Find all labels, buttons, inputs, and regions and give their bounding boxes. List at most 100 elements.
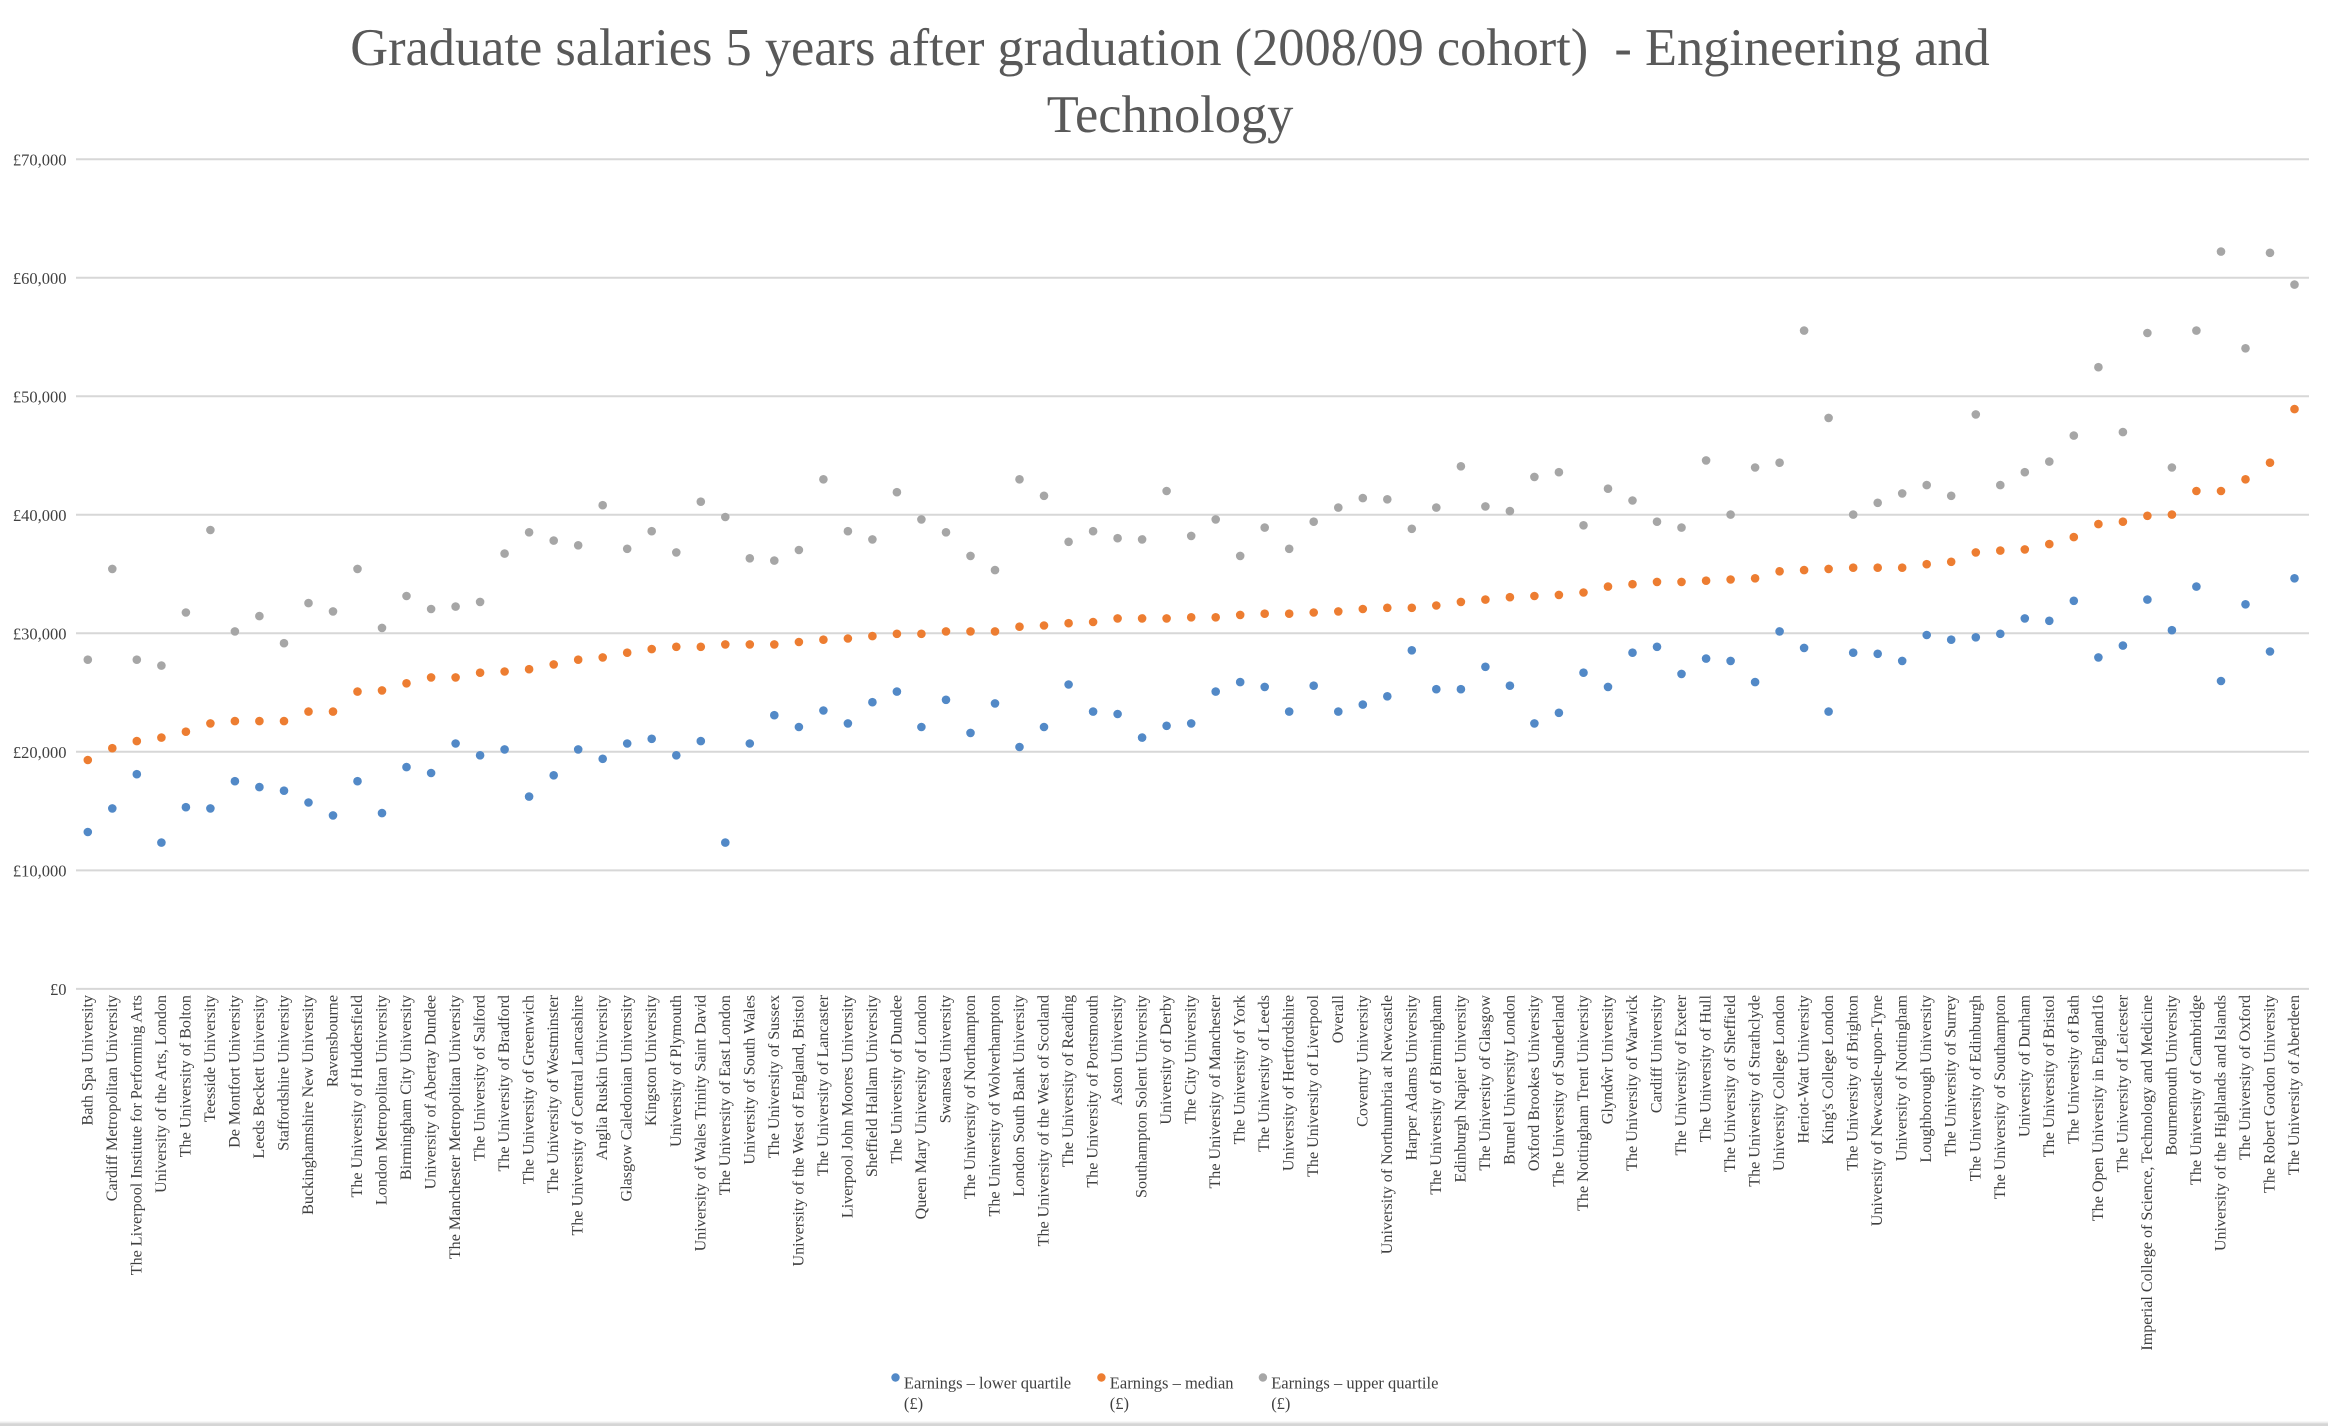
svg-text:The University of Birmingham: The University of Birmingham [1428, 995, 1445, 1195]
svg-text:The University of Southampton: The University of Southampton [1992, 995, 2009, 1199]
svg-text:Edinburgh Napier University: Edinburgh Napier University [1452, 995, 1469, 1182]
svg-text:University of Newcastle-upon-T: University of Newcastle-upon-Tyne [1869, 995, 1886, 1226]
svg-text:The University of Liverpool: The University of Liverpool [1305, 994, 1322, 1176]
svg-text:Queen Mary University of Londo: Queen Mary University of London [913, 995, 930, 1219]
svg-text:The University of Westminster: The University of Westminster [545, 994, 562, 1193]
svg-text:The University of Portsmouth: The University of Portsmouth [1085, 995, 1102, 1188]
svg-text:Overall: Overall [1330, 994, 1347, 1043]
svg-text:The University of Greenwich: The University of Greenwich [521, 995, 538, 1184]
svg-text:The University of Sheffield: The University of Sheffield [1722, 995, 1739, 1172]
svg-text:The University of Manchester: The University of Manchester [1207, 994, 1224, 1188]
svg-text:Earnings – upper quartile: Earnings – upper quartile [1271, 1374, 1438, 1393]
svg-text:Heriot-Watt University: Heriot-Watt University [1796, 995, 1813, 1143]
svg-text:£30,000: £30,000 [13, 625, 67, 644]
svg-text:The University of Bristol: The University of Bristol [2041, 994, 2058, 1157]
svg-text:The University of the West of: The University of the West of Scotland [1036, 995, 1053, 1246]
svg-text:Liverpool John Moores Universi: Liverpool John Moores University [839, 995, 856, 1218]
svg-text:The Robert Gordon University: The Robert Gordon University [2262, 995, 2279, 1193]
svg-text:Glyndŵr University: Glyndŵr University [1600, 995, 1617, 1124]
svg-text:£20,000: £20,000 [13, 743, 67, 762]
svg-text:University College London: University College London [1771, 995, 1788, 1171]
svg-text:Imperial College of Science, T: Imperial College of Science, Technology … [2139, 995, 2156, 1351]
svg-text:The University of Cambridge: The University of Cambridge [2188, 995, 2205, 1185]
svg-text:The University of Central Lanc: The University of Central Lancashire [570, 995, 587, 1235]
svg-text:The University of Leeds: The University of Leeds [1256, 995, 1273, 1152]
svg-text:Brunel University London: Brunel University London [1501, 995, 1518, 1165]
svg-text:Technology: Technology [1047, 86, 1294, 144]
svg-text:Swansea University: Swansea University [938, 995, 955, 1123]
svg-text:The University of Brighton: The University of Brighton [1845, 995, 1862, 1171]
svg-text:Birmingham City University: Birmingham City University [398, 995, 415, 1180]
svg-text:University of Durham: University of Durham [2016, 995, 2033, 1138]
svg-text:£60,000: £60,000 [13, 269, 67, 288]
svg-text:The Liverpool Institute for Pe: The Liverpool Institute for Performing A… [128, 995, 145, 1275]
svg-text:The Manchester Metropolitan Un: The Manchester Metropolitan University [447, 995, 464, 1259]
svg-text:£0: £0 [50, 980, 67, 999]
svg-text:The University of Lancaster: The University of Lancaster [815, 994, 832, 1176]
svg-text:Cardiff University: Cardiff University [1649, 995, 1666, 1113]
svg-text:The University of Sussex: The University of Sussex [766, 995, 783, 1158]
svg-text:London Metropolitan University: London Metropolitan University [374, 995, 391, 1205]
svg-text:£70,000: £70,000 [13, 150, 67, 169]
svg-text:University of Nottingham: University of Nottingham [1894, 995, 1911, 1162]
svg-text:£10,000: £10,000 [13, 862, 67, 881]
svg-text:King's College London: King's College London [1820, 995, 1837, 1145]
svg-text:Staffordshire University: Staffordshire University [276, 995, 293, 1151]
svg-text:Glasgow Caledonian University: Glasgow Caledonian University [619, 995, 636, 1202]
svg-text:The University of Surrey: The University of Surrey [1943, 995, 1960, 1156]
svg-text:Sheffield Hallam University: Sheffield Hallam University [864, 995, 881, 1177]
svg-text:Southampton Solent University: Southampton Solent University [1134, 995, 1151, 1198]
svg-text:University of Derby: University of Derby [1158, 995, 1175, 1125]
svg-text:University of Plymouth: University of Plymouth [668, 995, 685, 1147]
svg-text:The University of York: The University of York [1232, 994, 1249, 1144]
svg-text:Bournemouth University: Bournemouth University [2163, 995, 2180, 1155]
svg-text:The University of Northampton: The University of Northampton [962, 995, 979, 1199]
svg-text:Ravensbourne: Ravensbourne [325, 995, 342, 1087]
svg-text:The University of Huddersfield: The University of Huddersfield [349, 995, 366, 1197]
svg-text:The University of Warwick: The University of Warwick [1624, 994, 1641, 1171]
svg-text:Buckinghamshire New University: Buckinghamshire New University [300, 995, 317, 1215]
svg-text:The University of Glasgow: The University of Glasgow [1477, 995, 1494, 1171]
svg-text:The Nottingham Trent Universit: The Nottingham Trent University [1575, 995, 1592, 1211]
svg-text:£40,000: £40,000 [13, 506, 67, 525]
svg-text:Earnings – lower quartile: Earnings – lower quartile [904, 1374, 1071, 1393]
svg-text:The University of Strathclyde: The University of Strathclyde [1747, 995, 1764, 1187]
svg-text:University of Northumbria at N: University of Northumbria at Newcastle [1379, 995, 1396, 1254]
svg-text:Anglia Ruskin University: Anglia Ruskin University [594, 995, 611, 1160]
svg-text:The University of Bradford: The University of Bradford [496, 995, 513, 1172]
svg-text:The University of Oxford: The University of Oxford [2237, 995, 2254, 1160]
svg-text:University of Wales Trinity Sa: University of Wales Trinity Saint David [692, 995, 709, 1251]
svg-text:Coventry University: Coventry University [1354, 995, 1371, 1127]
svg-text:Oxford Brookes University: Oxford Brookes University [1526, 995, 1543, 1171]
svg-text:(£): (£) [904, 1394, 923, 1413]
svg-text:(£): (£) [1110, 1394, 1129, 1413]
svg-text:University of Hertfordshire: University of Hertfordshire [1281, 995, 1298, 1171]
svg-text:University of the Highlands an: University of the Highlands and Islands [2213, 995, 2230, 1251]
svg-text:London South Bank University: London South Bank University [1011, 995, 1028, 1197]
svg-text:The City University: The City University [1183, 995, 1200, 1124]
svg-text:The University of Sunderland: The University of Sunderland [1550, 995, 1567, 1187]
svg-text:Teesside University: Teesside University [202, 995, 219, 1122]
svg-text:University of the West of Engl: University of the West of England, Brist… [790, 994, 807, 1266]
svg-text:Harper Adams University: Harper Adams University [1403, 995, 1420, 1160]
svg-text:The University of Leicester: The University of Leicester [2114, 994, 2131, 1172]
svg-text:The University of Exeter: The University of Exeter [1673, 994, 1690, 1155]
svg-text:The University of Hull: The University of Hull [1698, 994, 1715, 1142]
svg-text:De Montfort University: De Montfort University [226, 995, 243, 1148]
svg-text:The University of Wolverhampto: The University of Wolverhampton [987, 995, 1004, 1216]
svg-text:The University of Dundee: The University of Dundee [888, 995, 905, 1164]
svg-text:University of Abertay Dundee: University of Abertay Dundee [423, 995, 440, 1189]
svg-text:Bath Spa University: Bath Spa University [79, 995, 96, 1126]
svg-text:The University of Bolton: The University of Bolton [177, 995, 194, 1157]
svg-text:Kingston University: Kingston University [643, 995, 660, 1126]
svg-text:The University of Bath: The University of Bath [2065, 995, 2082, 1144]
svg-text:The University of Reading: The University of Reading [1060, 995, 1077, 1167]
svg-text:Cardiff Metropolitan Universit: Cardiff Metropolitan University [104, 995, 121, 1201]
svg-text:Earnings – median: Earnings – median [1110, 1374, 1234, 1393]
svg-text:The Open University in England: The Open University in England16 [2090, 995, 2107, 1221]
svg-text:The University of Edinburgh: The University of Edinburgh [1967, 995, 1984, 1181]
svg-text:Aston University: Aston University [1109, 995, 1126, 1105]
svg-text:University of the Arts, London: University of the Arts, London [153, 995, 170, 1193]
svg-text:The University of Salford: The University of Salford [472, 995, 489, 1161]
svg-text:Loughborough University: Loughborough University [1918, 995, 1935, 1163]
